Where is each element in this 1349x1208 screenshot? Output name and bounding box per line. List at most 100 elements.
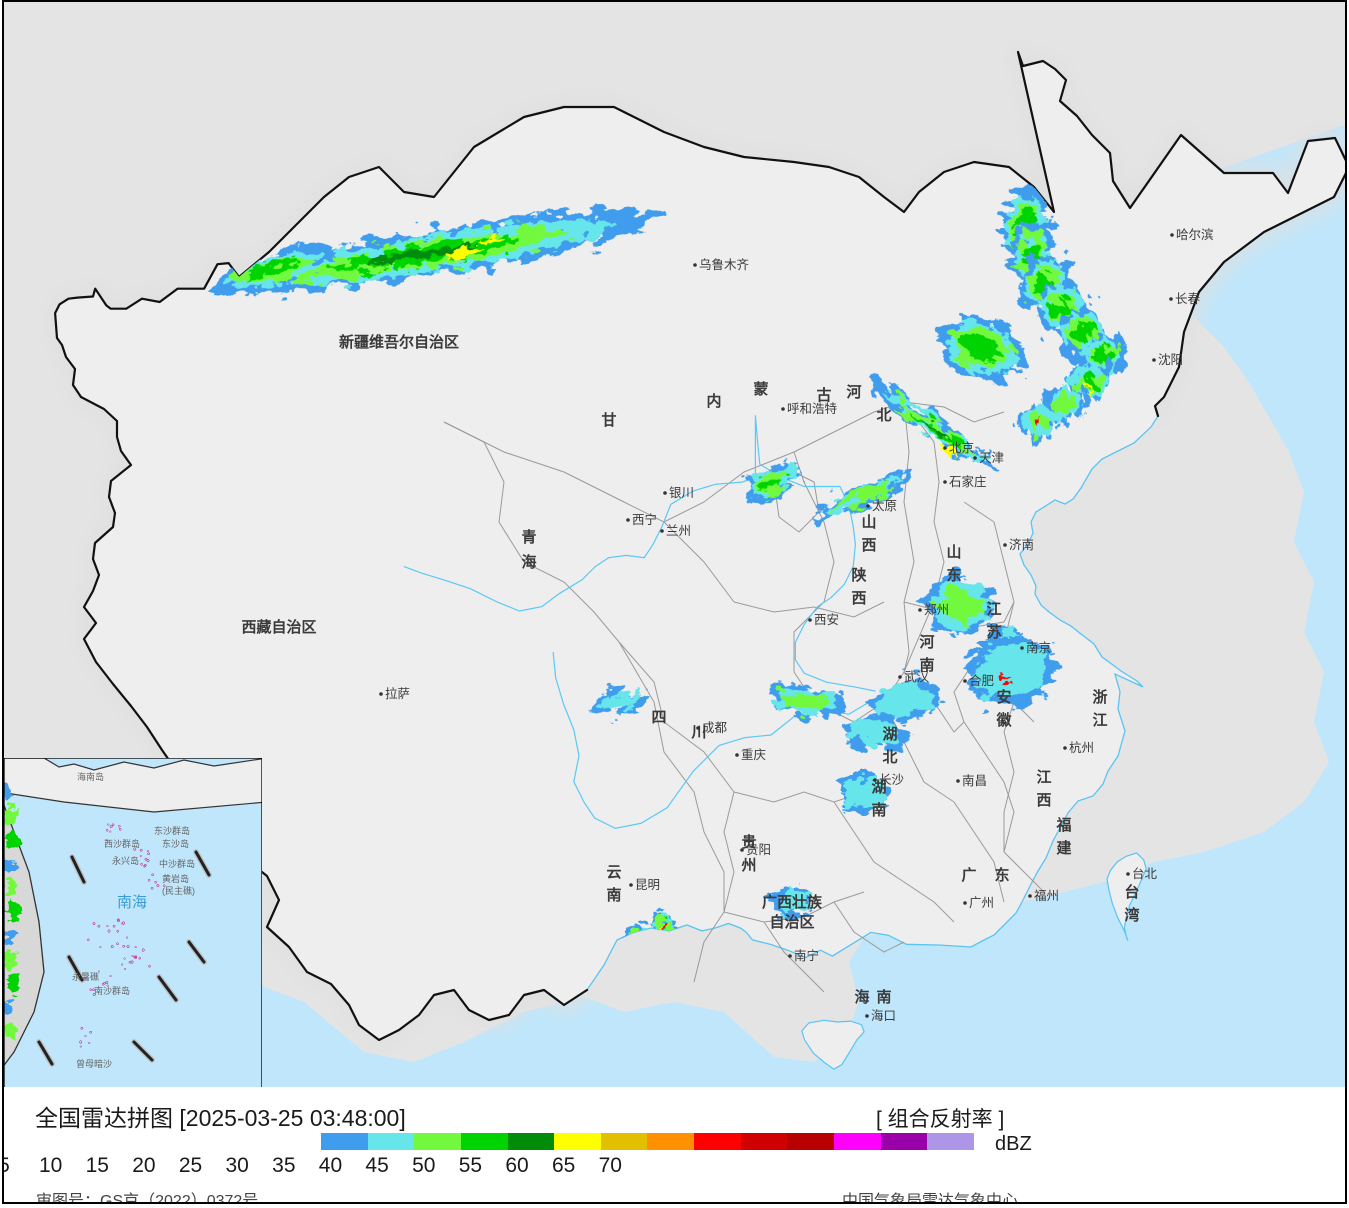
svg-text:南海: 南海: [117, 894, 147, 911]
svg-text:石家庄: 石家庄: [949, 474, 987, 489]
svg-text:河: 河: [846, 383, 861, 401]
svg-text:°: °: [140, 861, 143, 871]
svg-text:南昌: 南昌: [962, 773, 987, 788]
svg-text:台: 台: [1124, 883, 1139, 901]
svg-text:°: °: [97, 924, 101, 935]
svg-text:°: °: [124, 966, 127, 975]
svg-text:海南岛: 海南岛: [77, 771, 104, 782]
svg-text:°: °: [79, 1043, 82, 1052]
svg-text:°: °: [109, 830, 112, 838]
svg-text:济南: 济南: [1009, 537, 1034, 552]
svg-text:苏: 苏: [986, 623, 1001, 641]
svg-text:徽: 徽: [995, 711, 1012, 729]
svg-text:沈阳: 沈阳: [1158, 352, 1183, 367]
svg-text:州: 州: [740, 857, 756, 874]
svg-text:福: 福: [1055, 816, 1071, 834]
svg-text:山: 山: [946, 544, 961, 561]
svg-text:山: 山: [861, 514, 876, 531]
svg-text:北: 北: [876, 407, 891, 424]
svg-text:杭州: 杭州: [1069, 740, 1094, 755]
svg-text:北京: 北京: [949, 441, 974, 455]
svg-text:陕: 陕: [851, 566, 866, 584]
svg-text:呼和浩特: 呼和浩特: [787, 401, 837, 416]
svg-text:重庆: 重庆: [741, 747, 767, 762]
svg-text:南: 南: [871, 801, 886, 819]
svg-text:西沙群岛: 西沙群岛: [104, 838, 140, 849]
svg-text:自治区: 自治区: [769, 913, 814, 931]
svg-text:长春: 长春: [1175, 292, 1201, 306]
svg-text:拉萨: 拉萨: [385, 686, 410, 701]
svg-text:哈尔滨: 哈尔滨: [1176, 227, 1214, 242]
svg-text:江: 江: [1036, 768, 1051, 786]
svg-text:°: °: [116, 928, 120, 938]
svg-text:兰州: 兰州: [666, 524, 691, 538]
svg-text:°: °: [89, 988, 92, 997]
svg-text:浙: 浙: [1092, 688, 1107, 706]
svg-text:西: 西: [1036, 792, 1051, 809]
svg-text:南京: 南京: [1026, 640, 1051, 655]
svg-text:黄岩岛: 黄岩岛: [162, 873, 189, 884]
svg-text:合肥: 合肥: [969, 673, 995, 688]
svg-text:东沙岛: 东沙岛: [162, 838, 189, 849]
svg-text:台北: 台北: [1132, 866, 1158, 881]
svg-text:湾: 湾: [1124, 906, 1139, 924]
svg-text:(民主礁): (民主礁): [162, 885, 195, 896]
svg-text:°: °: [87, 938, 90, 947]
svg-text:南沙群岛: 南沙群岛: [94, 985, 130, 996]
svg-text:河: 河: [919, 633, 934, 651]
svg-text:南: 南: [876, 988, 891, 1006]
svg-text:南: 南: [606, 886, 621, 904]
svg-text:西: 西: [851, 590, 866, 607]
svg-text:西: 西: [861, 537, 876, 554]
svg-text:太原: 太原: [872, 498, 897, 513]
svg-text:°: °: [117, 916, 120, 926]
svg-text:福州: 福州: [1034, 888, 1059, 903]
svg-text:新疆维吾尔自治区: 新疆维吾尔自治区: [339, 333, 459, 351]
svg-text:北: 北: [882, 749, 897, 766]
svg-text:°: °: [126, 936, 129, 944]
svg-text:甘: 甘: [601, 411, 616, 429]
svg-text:郑州: 郑州: [924, 602, 949, 617]
svg-text:曾母暗沙: 曾母暗沙: [76, 1058, 112, 1069]
svg-text:东沙群岛: 东沙群岛: [154, 825, 190, 836]
svg-text:四: 四: [651, 709, 666, 726]
svg-text:°: °: [84, 1033, 87, 1042]
svg-text:中沙群岛: 中沙群岛: [159, 858, 195, 869]
svg-text:广州: 广州: [969, 896, 994, 910]
svg-text:乌鲁木齐: 乌鲁木齐: [699, 257, 750, 272]
svg-text:安: 安: [996, 688, 1011, 706]
svg-text:西安: 西安: [814, 612, 839, 627]
svg-text:永暑礁: 永暑礁: [72, 971, 99, 982]
svg-text:广西壮族: 广西壮族: [762, 893, 823, 911]
svg-text:江: 江: [986, 600, 1001, 618]
svg-text:°: °: [154, 879, 157, 889]
svg-text:°: °: [89, 1029, 93, 1039]
svg-text:°: °: [88, 1040, 91, 1049]
svg-text:°: °: [116, 941, 120, 951]
svg-text:°: °: [134, 944, 137, 953]
svg-text:江: 江: [1092, 711, 1107, 729]
svg-text:广: 广: [961, 866, 976, 884]
svg-text:昆明: 昆明: [635, 878, 660, 892]
svg-text:湖: 湖: [882, 726, 897, 743]
svg-text:内: 内: [706, 392, 721, 410]
svg-text:°: °: [139, 847, 143, 858]
svg-text:永兴岛: 永兴岛: [112, 855, 139, 866]
svg-text:西藏自治区: 西藏自治区: [241, 618, 316, 636]
svg-text:武汉: 武汉: [904, 670, 930, 684]
svg-text:成都: 成都: [702, 721, 728, 735]
svg-text:°: °: [111, 822, 115, 832]
svg-text:天津: 天津: [979, 451, 1004, 465]
svg-text:°: °: [106, 923, 109, 932]
svg-text:°: °: [141, 948, 145, 959]
svg-text:°: °: [148, 963, 151, 973]
svg-text:长沙: 长沙: [879, 773, 905, 787]
svg-text:°: °: [92, 921, 96, 932]
svg-text:°: °: [109, 974, 112, 982]
svg-text:建: 建: [1056, 839, 1072, 857]
svg-text:东: 东: [946, 566, 961, 584]
svg-text:南宁: 南宁: [794, 948, 819, 963]
svg-text:银川: 银川: [669, 486, 694, 500]
svg-text:蒙: 蒙: [753, 380, 768, 398]
svg-text:海: 海: [854, 988, 869, 1006]
